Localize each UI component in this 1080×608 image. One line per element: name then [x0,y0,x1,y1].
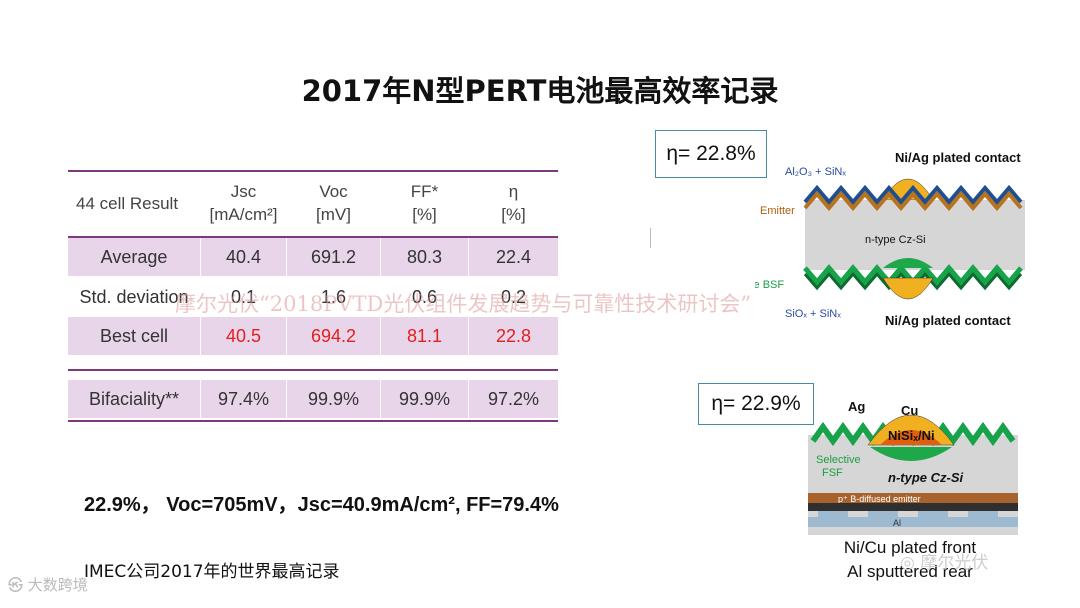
caption-rear: Al sputtered rear [847,562,973,581]
diag-label-siox: SiOₓ + SiNₓ [785,308,841,320]
rear-al-contact-2 [868,511,898,517]
diag-label-al2o3: Al₂O₃ + SiNₓ [785,166,846,178]
cell-value: 40.4 [200,238,286,276]
top-passivation-layer [803,184,1023,206]
pert-cell-diagram-top: Al₂O₃ + SiNₓ Ni/Ag plated contact Emitte… [755,150,1025,328]
header-ff: FF* [%] [380,172,468,234]
cell-value: 97.2% [468,380,558,418]
cell-value: 99.9% [286,380,380,418]
wechat-account-watermark: ◎ 摩尔光伏 [900,553,989,573]
emitter-layer [803,190,1023,212]
row-label: Average [100,246,168,267]
header-voc: Voc [mV] [286,172,380,234]
caption-front: Ni/Cu plated front [843,538,977,557]
selective-fsf-region [870,447,952,461]
table-row-std: Std. deviation 0.1 1.6 0.6 0.2 [68,278,558,316]
cell-value: 81.1 [380,317,468,355]
eta-value-top: η= 22.8% [666,142,756,165]
nisi-layer-shape [880,430,942,445]
selective-bsf-region [883,258,933,268]
cell-value: 691.2 [286,238,380,276]
row-label: Std. deviation [79,286,189,307]
diag-label-si-bottom: n-type Cz-Si [888,470,964,485]
cell-value: 0.1 [200,278,286,316]
diag-label-nisi: NiSiₓ/Ni [888,428,935,443]
table-header-rule [68,236,558,238]
header-eta: η [%] [468,172,558,234]
table-row-bifaciality: Bifaciality** 97.4% 99.9% 99.9% 97.2% [68,380,558,418]
rear-al-contact-4 [968,511,998,517]
diag-label-emitter: Emitter [760,205,795,217]
cell-value: 0.2 [468,278,558,316]
cell-value: 0.6 [380,278,468,316]
row-label: Bifaciality** [88,388,180,409]
diag-label-bsf: Selective BSF [755,279,784,291]
eta-box-top: η= 22.8% [655,130,767,178]
rear-al-contact-3 [918,511,948,517]
row-label: Best cell [99,325,169,346]
cell-value: 694.2 [286,317,380,355]
cell-value: 99.9% [380,380,468,418]
cell-value: 22.4 [468,238,558,276]
diag-label-contact-top: Ni/Ag plated contact [895,150,1021,165]
page-title: 2017年N型PERT电池最高效率记录 [301,74,779,108]
table-header-row: 44 cell Result Jsc [mA/cm²] Voc [mV] FF* [%… [68,172,558,234]
diag-label-emitter-bottom: p⁺ B-diffused emitter [838,494,921,504]
cell-value: 40.5 [200,317,286,355]
rear-al-contact-1 [818,511,848,517]
eta-value-bottom: η= 22.9% [711,392,801,415]
rear-passivation-bottom [808,503,1018,511]
table-row-average: Average 40.4 691.2 80.3 22.4 [68,238,558,276]
pert-cell-diagram-bottom: Ag Cu NiSiₓ/Ni Selective FSF n-type Cz-S… [808,399,1018,535]
cell-value: 97.4% [200,380,286,418]
table-row-best: Best cell 40.5 694.2 81.1 22.8 [68,317,558,355]
logo-icon: ㉿ [8,576,24,594]
watermark-text: 摩尔光伏“2018PVTD光伏组件发展趋势与可靠性技术研讨会” [175,292,752,316]
cell-value: 1.6 [286,278,380,316]
cell-value: 80.3 [380,238,468,276]
wechat-account-name: 摩尔光伏 [920,553,989,573]
table-rule [68,369,558,371]
diag-label-si-top: n-type Cz-Si [865,234,926,246]
diag-label-fsf-1: Selective [816,454,861,466]
silicon-body [805,200,1025,270]
cell-value: 22.8 [468,317,558,355]
divider-mark [650,228,651,248]
corner-logo-text: 大数跨境 [27,576,88,594]
eta-box-bottom: η= 22.9% [698,383,814,425]
diag-label-fsf-2: FSF [822,467,843,479]
diag-label-contact-bottom: Ni/Ag plated contact [885,313,1011,328]
header-result: 44 cell Result [76,193,179,213]
rear-al-layer [808,517,1018,527]
table-bottom-rule [68,420,558,422]
emitter-layer-bottom [808,493,1018,503]
record-formula: 22.9%， Voc=705mV，Jsc=40.9mA/cm², FF=79.4… [84,494,559,516]
table-top-rule [68,170,558,172]
diag-label-ag: Ag [848,399,865,414]
diag-label-cu: Cu [901,403,918,418]
corner-logo: ㉿ 大数跨境 [8,574,88,595]
diag-label-al: Al [893,518,901,528]
header-jsc: Jsc [mA/cm²] [200,172,286,234]
bottom-contact-shape [882,277,934,300]
footnote: IMEC公司2017年的世界最高记录 [84,562,340,582]
